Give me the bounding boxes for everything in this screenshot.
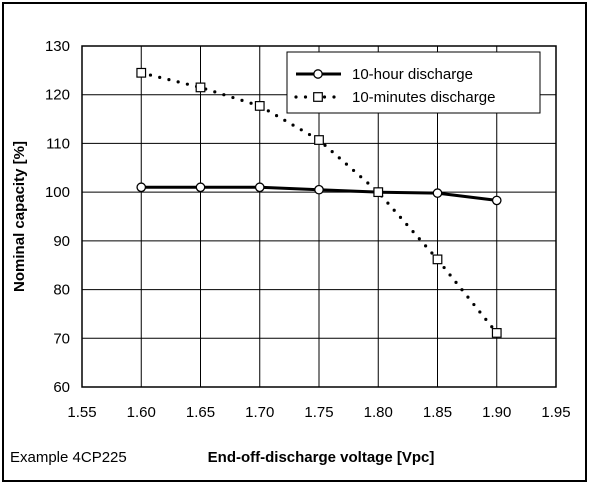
x-axis-title: End-off-discharge voltage [Vpc]: [208, 449, 435, 466]
series-ten-minutes: [136, 67, 502, 338]
legend-box: [286, 51, 541, 114]
plot-area-border: [81, 45, 557, 388]
y-tick-label: 70: [53, 330, 70, 347]
legend: 10-hour discharge 10-minutes discharge: [286, 51, 541, 114]
y-axis-title: Nominal capacity [%]: [11, 141, 28, 292]
data-point: [195, 182, 206, 193]
data-point: [491, 195, 502, 206]
data-point: [314, 184, 324, 195]
data-point: [373, 187, 384, 198]
y-tick-label: 130: [45, 38, 70, 55]
x-tick-label: 1.75: [304, 404, 333, 421]
legend-marker: [313, 92, 323, 102]
legend-label: 10-hour discharge: [352, 66, 473, 83]
data-point: [432, 188, 443, 198]
data-point: [432, 254, 443, 265]
legend-marker: [313, 69, 323, 79]
y-tick-label: 120: [45, 87, 70, 104]
axes: 1.55 1.60 1.65 1.70 1.75 1.80 1.85 1.90 1.95 60 70…: [45, 38, 571, 421]
data-point: [254, 101, 265, 111]
data-point: [254, 182, 265, 193]
data-point: [136, 67, 147, 78]
x-tick-label: 1.90: [482, 404, 511, 421]
x-tick-label: 1.55: [67, 404, 96, 421]
data-point: [314, 135, 324, 145]
y-tick-label: 60: [53, 379, 70, 396]
data-point: [136, 182, 147, 193]
x-tick-label: 1.70: [245, 404, 274, 421]
y-tick-label: 90: [53, 233, 70, 250]
y-tick-label: 100: [45, 184, 70, 201]
y-tick-label: 110: [46, 135, 70, 152]
y-tick-label: 80: [53, 282, 70, 299]
data-point: [491, 328, 502, 338]
x-tick-label: 1.85: [423, 404, 452, 421]
x-tick-label: 1.65: [186, 404, 215, 421]
example-note: Example 4CP225: [10, 449, 127, 466]
series-layer: [136, 67, 502, 338]
x-tick-label: 1.80: [364, 404, 393, 421]
data-point: [195, 82, 206, 93]
x-tick-label: 1.60: [127, 404, 156, 421]
legend-label: 10-minutes discharge: [352, 89, 495, 106]
x-tick-label: 1.95: [541, 404, 570, 421]
